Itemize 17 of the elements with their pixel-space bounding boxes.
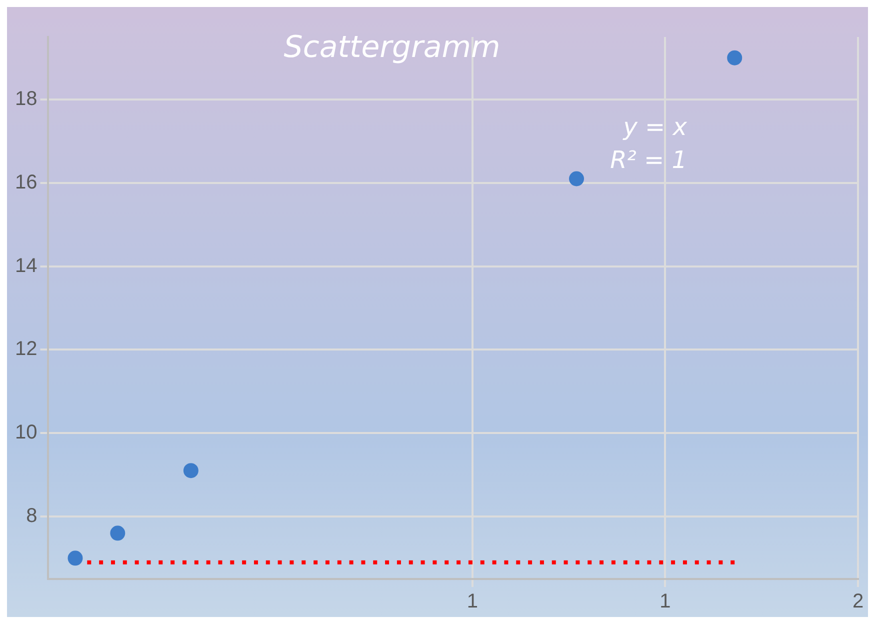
annotation: y = x [622, 113, 688, 142]
point [727, 50, 742, 66]
point [569, 171, 584, 186]
point [68, 550, 83, 566]
y-tick-label: 12 [14, 338, 38, 360]
y-tick-label: 8 [26, 504, 38, 527]
x-tick-label: 1 [660, 590, 671, 613]
annotation: R² = 1 [610, 146, 687, 174]
y-tick-label: 18 [14, 88, 38, 110]
x-tick-label: 1 [466, 590, 478, 613]
point [183, 463, 198, 478]
chart-title: Scattergramm [284, 30, 500, 65]
y-tick-label: 16 [14, 171, 38, 194]
point [110, 526, 126, 541]
y-tick-label: 10 [14, 422, 38, 444]
x-tick-label: 2 [852, 590, 864, 613]
y-tick-label: 14 [14, 254, 38, 277]
